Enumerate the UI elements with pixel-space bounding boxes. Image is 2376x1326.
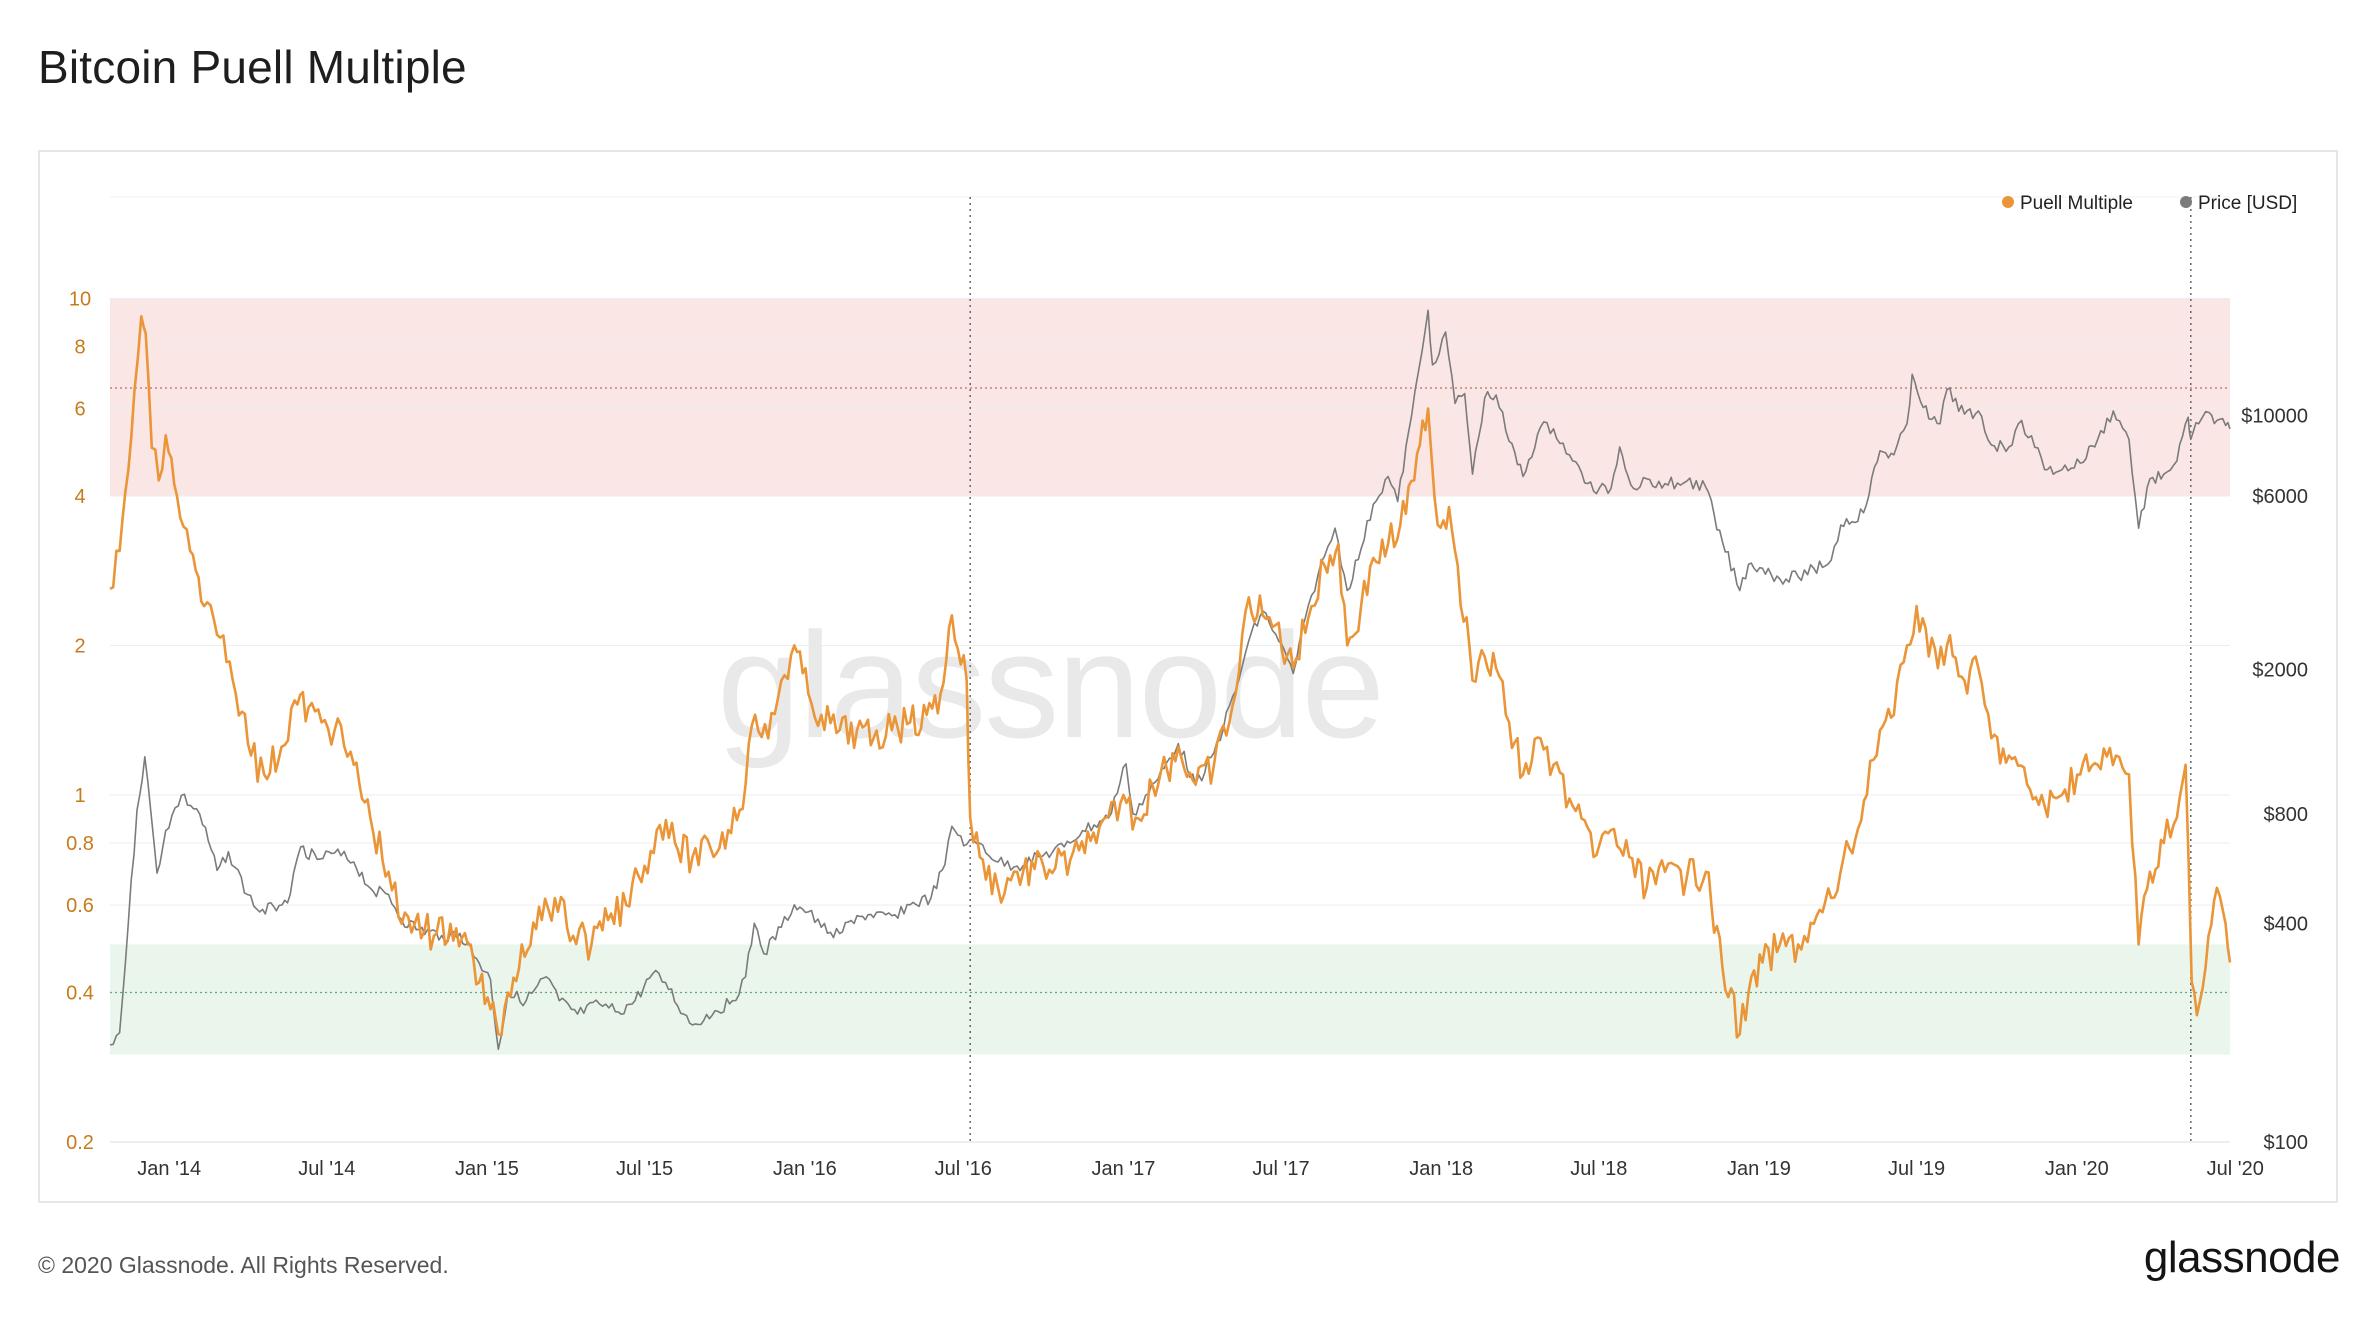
y-left-tick-label: 0.4 bbox=[66, 983, 94, 1005]
y-right-tick-label: $100 bbox=[2264, 1132, 2309, 1154]
legend-marker bbox=[2180, 196, 2192, 208]
y-right-tick-label: $400 bbox=[2264, 913, 2309, 935]
watermark-text: glassnode bbox=[717, 601, 1383, 769]
y-left-tick-label: 0.6 bbox=[66, 895, 94, 917]
x-tick-label: Jan '20 bbox=[2045, 1158, 2109, 1180]
low-zone-band bbox=[110, 944, 2230, 1055]
x-tick-label: Jan '19 bbox=[1727, 1158, 1791, 1180]
legend-label: Puell Multiple bbox=[2020, 193, 2133, 214]
puell-series-line bbox=[109, 315, 2232, 1039]
y-left-tick-label: 0.8 bbox=[66, 833, 94, 855]
y-left-tick-label: 4 bbox=[74, 486, 85, 508]
y-left-tick-label: 0.2 bbox=[66, 1132, 94, 1154]
y-left-tick-label: 10 bbox=[69, 288, 91, 310]
x-tick-label: Jul '19 bbox=[1888, 1158, 1945, 1180]
brand-logo: glassnode bbox=[2143, 1233, 2341, 1282]
y-right-tick-label: $800 bbox=[2264, 804, 2309, 826]
y-left-tick-label: 2 bbox=[74, 635, 85, 657]
x-tick-label: Jul '17 bbox=[1252, 1158, 1309, 1180]
x-tick-label: Jan '16 bbox=[773, 1158, 837, 1180]
y-left-tick-label: 1 bbox=[74, 785, 85, 807]
x-tick-label: Jan '17 bbox=[1091, 1158, 1155, 1180]
puell-chart: glassnode 0.2 0.4 0.6 0.8 1 2 4 6 8 10 $100 $400 $800… bbox=[66, 193, 2309, 1180]
y-right-tick-label: $10000 bbox=[2241, 406, 2308, 428]
legend-label: Price [USD] bbox=[2198, 193, 2297, 214]
x-tick-label: Jul '18 bbox=[1570, 1158, 1627, 1180]
page-title: Bitcoin Puell Multiple bbox=[38, 41, 467, 93]
x-tick-label: Jan '14 bbox=[137, 1158, 201, 1180]
copyright: © 2020 Glassnode. All Rights Reserved. bbox=[38, 1252, 449, 1278]
x-tick-label: Jul '20 bbox=[2207, 1158, 2264, 1180]
high-zone-band bbox=[110, 298, 2230, 496]
y-right-tick-label: $6000 bbox=[2252, 486, 2308, 508]
x-tick-label: Jul '16 bbox=[935, 1158, 992, 1180]
x-tick-label: Jul '14 bbox=[298, 1158, 355, 1180]
legend-marker bbox=[2002, 196, 2014, 208]
x-tick-label: Jan '18 bbox=[1409, 1158, 1473, 1180]
y-right-tick-label: $2000 bbox=[2252, 660, 2308, 682]
x-tick-label: Jan '15 bbox=[455, 1158, 519, 1180]
y-left-tick-label: 6 bbox=[74, 399, 85, 421]
chart-frame: glassnode 0.2 0.4 0.6 0.8 1 2 4 6 8 10 $100 $400 $800… bbox=[38, 150, 2338, 1203]
y-left-tick-label: 8 bbox=[74, 336, 85, 358]
x-tick-label: Jul '15 bbox=[616, 1158, 673, 1180]
